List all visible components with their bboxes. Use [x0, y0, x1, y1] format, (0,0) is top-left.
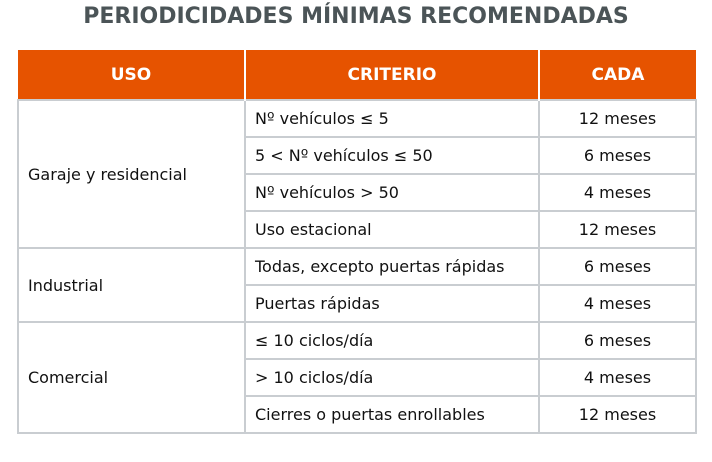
uso-cell: Industrial [17, 247, 246, 323]
cada-cell: 12 meses [538, 210, 697, 249]
criterio-cell: Nº vehículos ≤ 5 [244, 99, 540, 138]
table-row: Nº vehículos > 50 4 meses [18, 173, 697, 212]
cada-cell: 6 meses [538, 321, 697, 360]
criterio-cell: Uso estacional [244, 210, 540, 249]
table-row: Industrial Todas, excepto puertas rápidas… [17, 247, 697, 323]
cada-cell: 12 meses [538, 99, 697, 138]
cada-cell: 4 meses [538, 358, 697, 397]
uso-cell: Garaje y residencial [17, 99, 246, 249]
cada-cell: 6 meses [538, 136, 697, 175]
criterio-cell: Cierres o puertas enrollables [244, 395, 540, 434]
table-row: Cierres o puertas enrollables 12 meses [18, 395, 697, 434]
cada-cell: 6 meses [538, 247, 697, 286]
criterio-cell: Puertas rápidas [244, 284, 540, 323]
table-row: Uso estacional 12 meses [18, 210, 697, 249]
criterio-cell: Todas, excepto puertas rápidas [244, 247, 540, 286]
page-title: PERIODICIDADES MÍNIMAS RECOMENDADAS [83, 4, 629, 29]
criterio-cell: 5 < Nº vehículos ≤ 50 [244, 136, 540, 175]
table-row: Garaje y residencial Nº vehículos ≤ 5 12 m… [17, 99, 697, 249]
table-row: Comercial ≤ 10 ciclos/día 6 meses [17, 321, 697, 434]
periodicity-table: USO CRITERIO CADA Garaje y residencial Nº… [17, 50, 697, 434]
cada-cell: 4 meses [538, 284, 697, 323]
table-row: > 10 ciclos/día 4 meses [18, 358, 697, 397]
criterio-cell: Nº vehículos > 50 [244, 173, 540, 212]
uso-cell: Comercial [17, 321, 246, 434]
table-header-row: USO CRITERIO CADA [18, 50, 696, 100]
criterio-cell: ≤ 10 ciclos/día [244, 321, 540, 360]
table-row: 5 < Nº vehículos ≤ 50 6 meses [18, 136, 697, 175]
header-criterio: CRITERIO [245, 50, 540, 100]
header-uso: USO [18, 50, 246, 100]
table-row: Puertas rápidas 4 meses [18, 284, 697, 323]
cada-cell: 4 meses [538, 173, 697, 212]
cada-cell: 12 meses [538, 395, 697, 434]
header-cada: CADA [539, 50, 696, 100]
criterio-cell: > 10 ciclos/día [244, 358, 540, 397]
